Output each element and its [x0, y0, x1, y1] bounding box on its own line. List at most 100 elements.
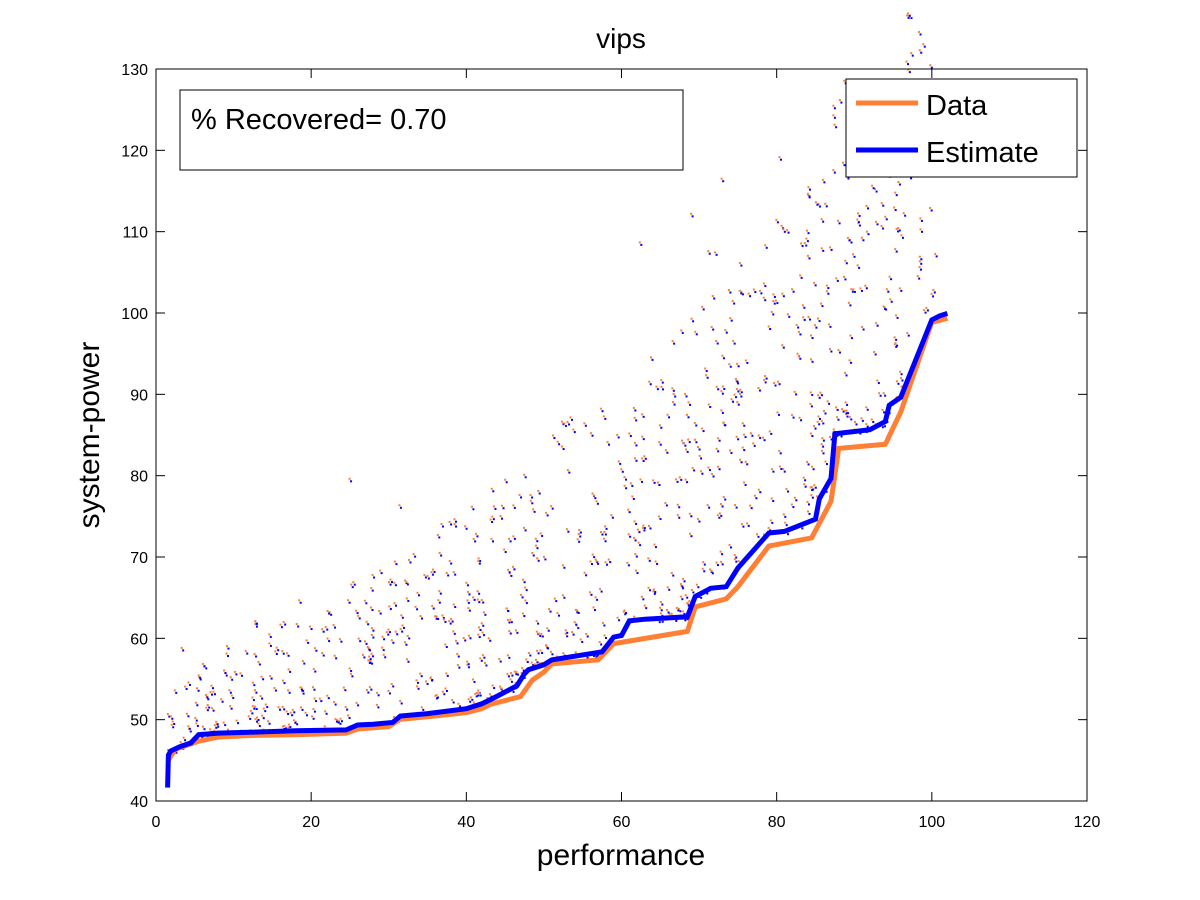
scatter-point-data: [467, 607, 470, 610]
scatter-point-data: [491, 684, 494, 687]
scatter-point-data: [860, 417, 863, 420]
x-tick-label: 60: [613, 814, 631, 831]
scatter-point-data: [822, 409, 825, 412]
scatter-point-estimate: [541, 534, 544, 537]
scatter-point-estimate: [757, 535, 760, 538]
scatter-point-data: [387, 689, 390, 692]
scatter-point-data: [438, 552, 441, 555]
scatter-point-data: [824, 460, 827, 463]
scatter-point-estimate: [818, 205, 821, 208]
scatter-point-data: [477, 560, 480, 563]
scatter-point-estimate: [708, 252, 711, 255]
scatter-point-data: [738, 392, 741, 395]
scatter-point-estimate: [808, 257, 811, 260]
scatter-point-estimate: [480, 659, 483, 662]
scatter-point-data: [844, 259, 847, 262]
scatter-point-data: [735, 435, 738, 438]
scatter-point-data: [321, 628, 324, 631]
scatter-point-data: [647, 586, 650, 589]
scatter-point-estimate: [491, 521, 494, 524]
scatter-point-estimate: [617, 436, 620, 439]
scatter-point-data: [583, 422, 586, 425]
scatter-point-data: [705, 374, 708, 377]
scatter-point-data: [740, 523, 743, 526]
scatter-point-estimate: [334, 626, 337, 629]
scatter-point-data: [204, 693, 207, 696]
scatter-point-estimate: [679, 610, 682, 613]
scatter-point-data: [696, 518, 699, 521]
scatter-point-estimate: [571, 418, 574, 421]
scatter-point-estimate: [658, 484, 661, 487]
scatter-point-data: [508, 572, 511, 575]
scatter-point-data: [758, 289, 761, 292]
scatter-point-data: [849, 334, 852, 337]
scatter-point-data: [287, 723, 290, 726]
scatter-point-estimate: [197, 689, 200, 692]
scatter-point-estimate: [444, 620, 447, 623]
scatter-point-estimate: [277, 649, 280, 652]
scatter-point-data: [185, 712, 188, 715]
scatter-point-estimate: [730, 319, 733, 322]
scatter-point-estimate: [690, 515, 693, 518]
scatter-point-estimate: [818, 423, 821, 426]
scatter-point-data: [412, 553, 415, 556]
scatter-point-data: [448, 620, 451, 623]
scatter-point-data: [357, 637, 360, 640]
scatter-point-estimate: [814, 427, 817, 430]
scatter-point-data: [882, 392, 885, 395]
scatter-point-data: [529, 494, 532, 497]
scatter-point-estimate: [907, 334, 910, 337]
scatter-point-data: [845, 409, 848, 412]
scatter-point-data: [548, 608, 551, 611]
scatter-point-data: [456, 664, 459, 667]
annotation-box: % Recovered= 0.70: [179, 89, 684, 171]
scatter-point-data: [599, 588, 602, 591]
scatter-point-data: [364, 640, 367, 643]
scatter-point-data: [694, 330, 697, 333]
scatter-point-data: [572, 428, 575, 431]
scatter-point-data: [695, 583, 698, 586]
scatter-point-data: [472, 678, 475, 681]
scatter-point-data: [481, 654, 484, 657]
scatter-point-estimate: [358, 617, 361, 620]
scatter-point-estimate: [642, 438, 645, 441]
scatter-point-data: [721, 354, 724, 357]
scatter-point-estimate: [861, 419, 864, 422]
scatter-point-estimate: [566, 635, 569, 638]
scatter-point-estimate: [407, 599, 410, 602]
scatter-point-estimate: [731, 400, 734, 403]
scatter-point-data: [213, 729, 216, 732]
scatter-point-data: [634, 569, 637, 572]
scatter-point-estimate: [211, 687, 214, 690]
scatter-point-data: [707, 250, 710, 253]
scatter-point-estimate: [783, 470, 786, 473]
scatter-point-estimate: [926, 309, 929, 312]
scatter-point-estimate: [513, 568, 516, 571]
scatter-point-estimate: [577, 611, 580, 614]
scatter-point-data: [212, 690, 215, 693]
scatter-point-estimate: [513, 506, 516, 509]
scatter-point-data: [666, 586, 669, 589]
scatter-point-estimate: [387, 633, 390, 636]
scatter-point-estimate: [722, 357, 725, 360]
scatter-point-estimate: [787, 533, 790, 536]
scatter-point-estimate: [751, 434, 754, 437]
scatter-point-estimate: [684, 444, 687, 447]
scatter-point-estimate: [307, 641, 310, 644]
scatter-point-data: [469, 696, 472, 699]
scatter-point-estimate: [431, 679, 434, 682]
scatter-point-data: [476, 598, 479, 601]
scatter-point-data: [452, 603, 455, 606]
scatter-point-estimate: [199, 678, 202, 681]
scatter-point-estimate: [426, 682, 429, 685]
scatter-point-data: [376, 691, 379, 694]
scatter-point-data: [187, 725, 190, 728]
scatter-point-estimate: [422, 708, 425, 711]
scatter-point-estimate: [677, 609, 680, 612]
scatter-point-estimate: [313, 710, 316, 713]
scatter-point-estimate: [438, 536, 441, 539]
scatter-point-data: [809, 432, 812, 435]
scatter-point-data: [225, 652, 228, 655]
scatter-point-estimate: [590, 563, 593, 566]
